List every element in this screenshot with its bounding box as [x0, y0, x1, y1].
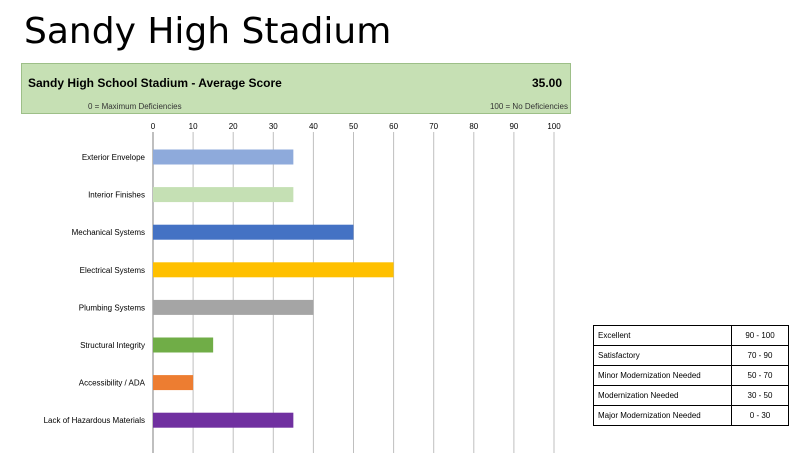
- category-label: Exterior Envelope: [82, 153, 146, 162]
- slide-title: Sandy High Stadium: [24, 11, 392, 52]
- category-label: Mechanical Systems: [72, 228, 145, 237]
- legend-rating-label: Satisfactory: [593, 345, 732, 366]
- x-tick-label: 30: [269, 122, 278, 131]
- category-label: Plumbing Systems: [79, 303, 145, 312]
- category-label: Interior Finishes: [88, 191, 145, 200]
- category-label: Accessibility / ADA: [79, 379, 146, 388]
- legend-rating-label: Major Modernization Needed: [593, 405, 732, 426]
- legend-score-range: 0 - 30: [731, 405, 789, 426]
- legend-score-range: 50 - 70: [731, 365, 789, 386]
- legend-score-range: 70 - 90: [731, 345, 789, 366]
- bar: [153, 375, 194, 391]
- x-tick-label: 20: [229, 122, 238, 131]
- x-tick-label: 100: [547, 122, 561, 131]
- score-panel: Sandy High School Stadium - Average Scor…: [21, 63, 571, 453]
- x-tick-label: 50: [349, 122, 358, 131]
- category-label: Structural Integrity: [80, 341, 145, 350]
- x-tick-label: 80: [469, 122, 478, 131]
- bar-chart: 0 10 20 30 40 50 60 70 80 90 100 Exterior Envelope I…: [44, 122, 561, 453]
- legend-rating-label: Minor Modernization Needed: [593, 365, 732, 386]
- legend-score-range: 30 - 50: [731, 385, 789, 406]
- bar: [153, 299, 314, 315]
- scale-max-note: 100 = No Deficiencies: [489, 102, 568, 111]
- legend-row: Minor Modernization Needed 50 - 70: [593, 365, 789, 386]
- legend-row: Satisfactory 70 - 90: [593, 345, 789, 366]
- legend-rating-label: Excellent: [593, 325, 732, 346]
- bar: [153, 149, 294, 165]
- x-tick-label: 90: [509, 122, 518, 131]
- chart-title: Sandy High School Stadium - Average Scor…: [28, 76, 282, 90]
- legend-score-range: 90 - 100: [731, 325, 789, 346]
- bar: [153, 224, 354, 240]
- bar: [153, 187, 294, 203]
- rating-legend-table: Excellent 90 - 100 Satisfactory 70 - 90 Mino…: [593, 325, 789, 426]
- legend-rating-label: Modernization Needed: [593, 385, 732, 406]
- x-tick-label: 60: [389, 122, 398, 131]
- legend-row: Excellent 90 - 100: [593, 325, 789, 346]
- legend-row: Major Modernization Needed 0 - 30: [593, 405, 789, 426]
- legend-row: Modernization Needed 30 - 50: [593, 385, 789, 406]
- category-label: Lack of Hazardous Materials: [44, 416, 145, 425]
- x-tick-label: 70: [429, 122, 438, 131]
- bar: [153, 412, 294, 428]
- bar: [153, 337, 214, 353]
- scale-min-note: 0 = Maximum Deficiencies: [88, 102, 182, 111]
- x-tick-label: 0: [151, 122, 156, 131]
- header-band: Sandy High School Stadium - Average Scor…: [21, 63, 571, 114]
- average-score: 35.00: [531, 76, 562, 90]
- x-tick-label: 40: [309, 122, 318, 131]
- bar: [153, 262, 394, 278]
- x-tick-label: 10: [189, 122, 198, 131]
- category-label: Electrical Systems: [80, 266, 145, 275]
